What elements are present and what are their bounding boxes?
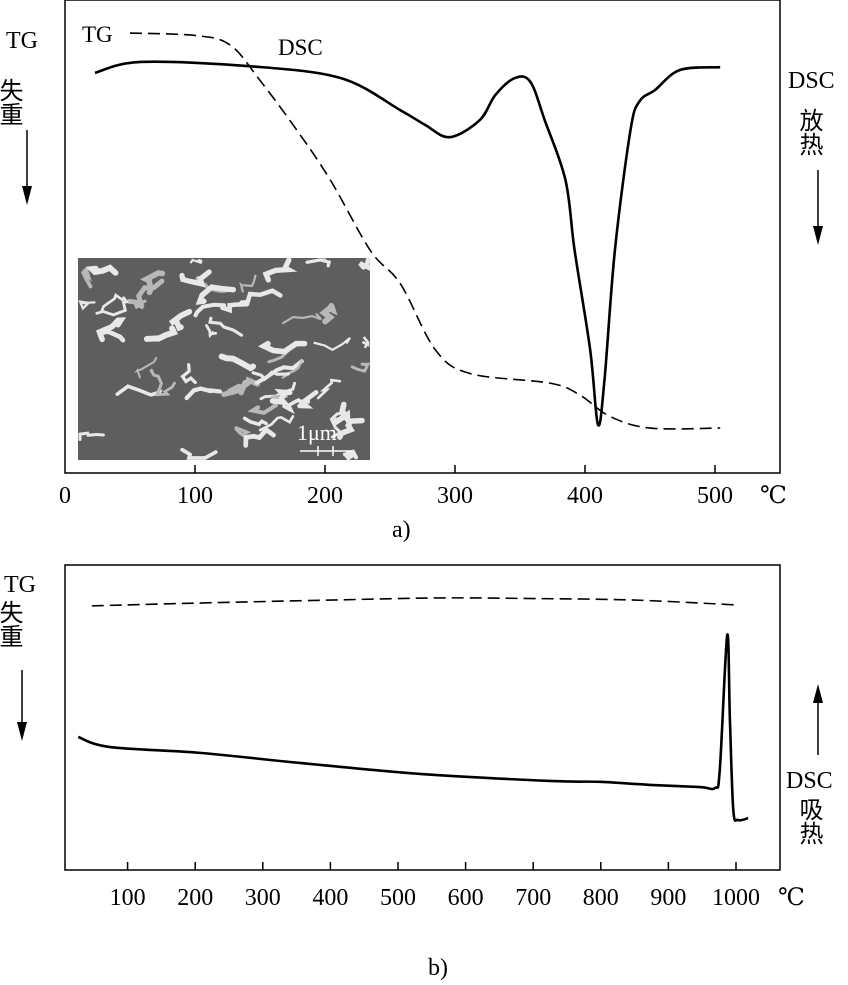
inset-scale-bar-label: 1μm bbox=[297, 420, 337, 445]
sem-grain bbox=[100, 296, 130, 317]
sem-inset-image bbox=[78, 257, 371, 461]
sem-grain bbox=[295, 390, 319, 409]
tg-curve bbox=[91, 597, 737, 607]
sem-grain bbox=[98, 329, 126, 343]
sem-grain bbox=[149, 368, 164, 394]
dsc-curve bbox=[77, 633, 749, 822]
x-tick-label: 100 bbox=[177, 483, 213, 509]
left-ylabel-tg: TG bbox=[4, 572, 36, 598]
x-tick-label: 500 bbox=[380, 885, 416, 911]
sem-grain bbox=[205, 324, 218, 339]
sem-grain bbox=[95, 293, 124, 315]
sem-grain bbox=[133, 299, 147, 310]
sem-grain bbox=[189, 258, 203, 265]
sem-grain bbox=[281, 313, 322, 325]
sem-grain bbox=[337, 417, 365, 440]
sem-grain bbox=[305, 258, 332, 268]
sem-grain bbox=[329, 410, 347, 439]
sem-grain bbox=[362, 336, 370, 349]
x-tick-label: 600 bbox=[448, 885, 484, 911]
dsc-curve bbox=[94, 60, 721, 427]
arrow-down-icon bbox=[813, 170, 823, 245]
arrow-down-icon bbox=[17, 670, 27, 741]
x-tick-label: 300 bbox=[245, 885, 281, 911]
sem-grain bbox=[257, 340, 308, 355]
tg-curve bbox=[129, 32, 721, 430]
sem-grain bbox=[218, 353, 256, 372]
sem-grain bbox=[269, 388, 293, 406]
x-tick-label: 500 bbox=[697, 483, 733, 509]
sem-grain bbox=[195, 284, 237, 305]
tg-curve-label: TG bbox=[82, 22, 113, 47]
x-tick-label: 1000 bbox=[712, 885, 760, 911]
sem-grain bbox=[234, 426, 252, 438]
x-tick-label: 200 bbox=[177, 885, 213, 911]
sem-grain bbox=[281, 360, 303, 379]
panel-b-frame bbox=[64, 564, 781, 871]
sem-grain bbox=[134, 356, 158, 379]
x-tick-label: 100 bbox=[110, 885, 146, 911]
sem-grain bbox=[168, 308, 193, 332]
x-tick-label: 400 bbox=[312, 885, 348, 911]
sem-grain bbox=[139, 270, 166, 296]
right-ylabel-dsc: DSC bbox=[786, 768, 833, 794]
right-ylabel-dsc: DSC bbox=[788, 68, 835, 94]
sem-grain bbox=[333, 401, 351, 428]
sem-grain bbox=[239, 288, 283, 305]
sem-grain bbox=[258, 415, 295, 432]
x-unit-label: ℃ bbox=[760, 483, 787, 509]
panel-a-label: a) bbox=[392, 517, 411, 543]
sem-grain bbox=[78, 300, 96, 311]
panel-b: 100 200 300 400 500 600 700 800 900 1000 ℃ b) TG … bbox=[0, 564, 833, 981]
sem-grain bbox=[239, 274, 257, 293]
x-tick-label: 700 bbox=[515, 885, 551, 911]
sem-grain bbox=[80, 266, 93, 289]
sem-grain bbox=[78, 431, 105, 442]
sem-grain bbox=[313, 337, 351, 352]
sem-grain bbox=[226, 379, 249, 396]
left-ylabel-tg: TG bbox=[6, 28, 38, 54]
sem-grain bbox=[358, 257, 371, 272]
x-tick-label: 300 bbox=[437, 483, 473, 509]
sem-grain bbox=[179, 269, 212, 288]
sem-grain bbox=[316, 378, 342, 400]
sem-grain bbox=[262, 257, 298, 283]
x-tick-label: 900 bbox=[650, 885, 686, 911]
sem-grain bbox=[180, 363, 197, 385]
panel-a-frame bbox=[64, 0, 781, 474]
x-tick-label: 0 bbox=[59, 483, 71, 509]
left-ylabel-weight-loss: 失重 bbox=[0, 78, 22, 126]
x-unit-label: ℃ bbox=[778, 885, 805, 911]
sem-grain bbox=[85, 264, 119, 276]
sem-grain bbox=[208, 316, 244, 337]
sem-grain bbox=[184, 386, 223, 401]
left-ylabel-weight-loss: 失重 bbox=[0, 600, 22, 648]
sem-grain bbox=[242, 416, 268, 427]
sem-grain bbox=[180, 447, 218, 460]
right-ylabel-endothermic: 吸热 bbox=[795, 797, 822, 845]
dsc-curve-label: DSC bbox=[278, 35, 323, 60]
x-tick-label: 200 bbox=[307, 483, 343, 509]
sem-grain bbox=[350, 362, 371, 373]
sem-grain bbox=[342, 449, 359, 461]
sem-grain bbox=[193, 302, 227, 318]
arrow-down-icon bbox=[22, 130, 32, 205]
panel-a: 1μm 0 100 200 300 400 500 TG DSC ℃ a) TG 失重 D… bbox=[0, 0, 835, 543]
x-tick-label: 400 bbox=[567, 483, 603, 509]
sem-grain bbox=[143, 325, 178, 342]
arrow-up-icon bbox=[813, 684, 823, 755]
sem-grain bbox=[154, 381, 176, 397]
sem-grain bbox=[247, 393, 288, 416]
x-tick-label: 800 bbox=[583, 885, 619, 911]
scale-bar-icon bbox=[300, 446, 352, 456]
sem-grain bbox=[319, 302, 338, 325]
sem-grain bbox=[243, 426, 276, 448]
sem-grain bbox=[251, 370, 290, 382]
right-ylabel-exothermic: 放热 bbox=[795, 108, 823, 156]
panel-b-label: b) bbox=[428, 955, 448, 980]
